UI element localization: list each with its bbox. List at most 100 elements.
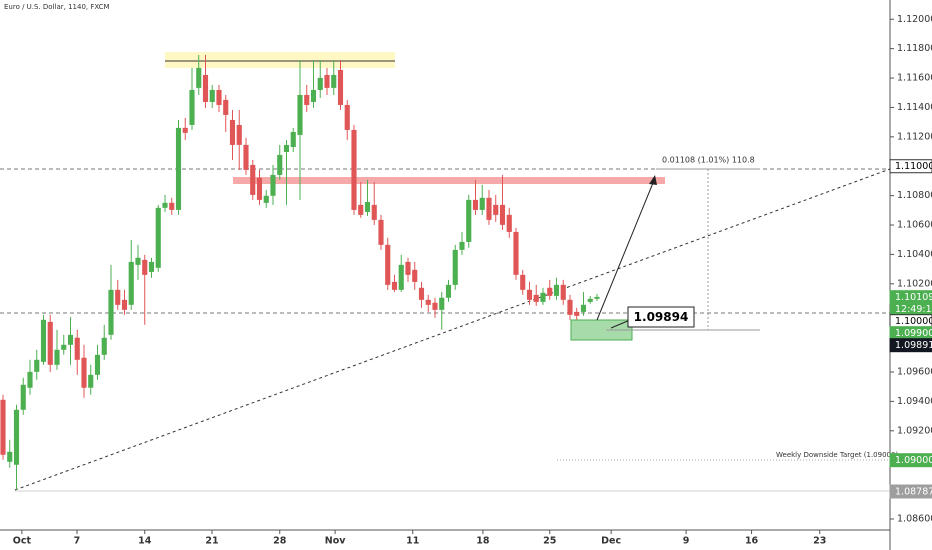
- candle-body: [182, 127, 188, 133]
- x-tick-label: 18: [476, 536, 490, 547]
- candle-body: [553, 284, 560, 296]
- projection-arrow: [596, 177, 656, 321]
- candle-body: [229, 119, 236, 145]
- candle-body: [162, 202, 168, 208]
- candle-body: [243, 144, 249, 170]
- y-tick-label: 1.10600: [897, 220, 932, 231]
- candle-body: [317, 77, 323, 90]
- candle-body: [175, 127, 182, 210]
- weekly-target-label: Weekly Downside Target (1.09000): [776, 451, 898, 459]
- candle-body: [148, 261, 155, 272]
- trend-line: [14, 168, 891, 491]
- y-tick-label: 1.11800: [897, 43, 932, 54]
- candle-body: [256, 177, 263, 200]
- x-tick-label: Dec: [601, 536, 621, 547]
- candle-body: [398, 264, 404, 290]
- candle-body: [412, 269, 418, 282]
- candle-body: [499, 204, 506, 225]
- price-tag-label: 1.08787: [895, 487, 932, 498]
- candle-body: [405, 261, 411, 275]
- price-tag-label: 1.10109: [895, 292, 932, 303]
- candle-body: [283, 144, 290, 152]
- candle-body: [0, 399, 6, 455]
- candle-body: [135, 257, 141, 265]
- candle-body: [142, 259, 148, 275]
- candle-body: [324, 74, 330, 88]
- candle-body: [547, 287, 553, 296]
- candle-body: [445, 284, 452, 298]
- candle-body: [439, 297, 445, 310]
- candle-body: [277, 154, 283, 175]
- y-tick-label: 1.11600: [897, 73, 932, 84]
- candle-body: [216, 89, 222, 105]
- candle-body: [520, 274, 526, 290]
- candle-body: [20, 384, 26, 410]
- candle-body: [574, 311, 580, 316]
- label-pointer: [610, 319, 631, 329]
- candle-body: [472, 199, 479, 210]
- candle-body: [61, 344, 67, 350]
- measure-label: 0.01108 (1.01%) 110.8: [662, 156, 755, 165]
- price-tag-label: 1.11000: [895, 161, 932, 172]
- x-tick-label: Oct: [13, 536, 32, 547]
- candle-body: [418, 287, 425, 300]
- y-tick-label: 1.10800: [897, 190, 932, 201]
- candle-body: [364, 201, 371, 212]
- candle-body: [344, 104, 350, 130]
- candle-body: [540, 292, 546, 302]
- label-box: [627, 306, 695, 328]
- candle-body: [94, 354, 101, 375]
- candle-body: [223, 99, 229, 115]
- candle-body: [236, 124, 242, 145]
- candle-body: [310, 89, 317, 103]
- countdown-tag: [890, 302, 932, 316]
- candle-body: [560, 284, 566, 300]
- resistance-zone: [165, 52, 395, 68]
- candle-body: [115, 289, 121, 305]
- candle-body: [378, 219, 384, 245]
- price-tag-label: 1.09000: [895, 455, 932, 466]
- candle-body: [466, 199, 472, 242]
- candle-body: [81, 357, 87, 388]
- candle-body: [587, 298, 593, 302]
- y-tick-label: 1.12000: [897, 14, 932, 25]
- x-tick-label: 11: [406, 536, 419, 547]
- candle-body: [290, 131, 296, 147]
- y-tick-label: 1.11400: [897, 102, 932, 113]
- candle-body: [331, 74, 337, 88]
- x-tick-label: 14: [138, 536, 152, 547]
- candle-body: [459, 241, 465, 250]
- candle-body: [196, 67, 202, 88]
- candle-body: [128, 261, 134, 305]
- candle-body: [479, 197, 485, 210]
- candle-body: [432, 302, 438, 310]
- candle-body: [506, 214, 512, 232]
- candle-body: [263, 195, 269, 203]
- x-tick-label: Nov: [325, 536, 346, 547]
- price-tag: [889, 159, 932, 174]
- candle-body: [88, 374, 94, 388]
- candle-body: [67, 334, 74, 345]
- candle-body: [7, 451, 13, 462]
- price-tag-label: 1.09891: [895, 340, 932, 351]
- candle-body: [493, 204, 499, 215]
- candle-body: [304, 94, 310, 105]
- y-tick-label: 1.11200: [897, 131, 932, 142]
- y-tick-label: 1.09600: [897, 367, 932, 378]
- target-label: 1.09894: [634, 310, 689, 324]
- candle-body: [371, 204, 377, 220]
- candle-body: [486, 197, 492, 220]
- candle-body: [47, 321, 53, 365]
- x-tick-label: 23: [813, 536, 826, 547]
- candle-body: [250, 164, 256, 195]
- candle-body: [54, 349, 60, 365]
- arrow-head: [649, 175, 657, 185]
- price-tag-label: 1.09900: [895, 328, 932, 339]
- candle-body: [425, 299, 431, 305]
- candle-body: [513, 231, 519, 275]
- price-tag: [889, 453, 932, 468]
- y-tick-label: 1.09200: [897, 425, 932, 436]
- candle-body: [594, 296, 600, 299]
